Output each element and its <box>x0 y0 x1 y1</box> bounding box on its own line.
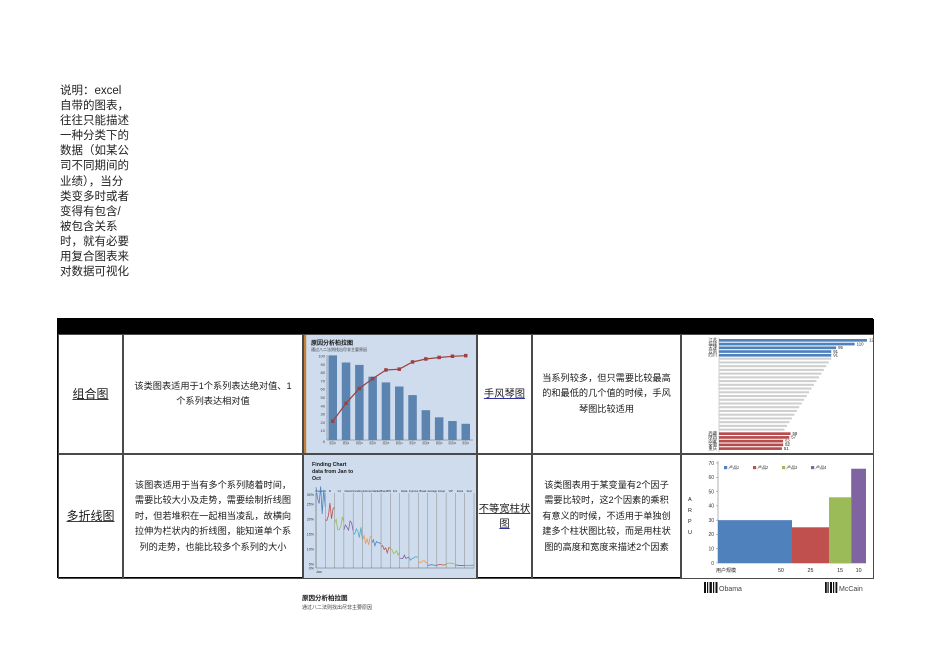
svg-text:120: 120 <box>869 338 874 343</box>
svg-text:原因5: 原因5 <box>383 441 390 445</box>
svg-text:0%: 0% <box>309 567 315 571</box>
svg-text:20%: 20% <box>307 517 315 521</box>
svg-text:Delta: Delta <box>401 489 408 493</box>
svg-text:30: 30 <box>321 412 326 417</box>
svg-text:60: 60 <box>708 475 714 481</box>
svg-text:原因4: 原因4 <box>343 441 350 445</box>
svg-text:原因4: 原因4 <box>396 441 403 445</box>
svg-text:110: 110 <box>857 341 864 346</box>
svg-text:15: 15 <box>837 568 843 574</box>
svg-text:原因3: 原因3 <box>369 441 376 445</box>
svg-text:Jan: Jan <box>316 570 322 574</box>
svg-text:McCain: McCain <box>839 586 863 593</box>
svg-text:P: P <box>688 519 692 525</box>
svg-text:Funding: Funding <box>353 489 363 493</box>
svg-text:10: 10 <box>321 428 326 433</box>
svg-text:51: 51 <box>784 446 789 451</box>
svg-text:30: 30 <box>708 518 714 524</box>
svg-text:BrandPR: BrandPR <box>380 489 391 493</box>
svg-text:40: 40 <box>321 403 326 408</box>
svg-text:data from Jan to: data from Jan to <box>312 469 354 475</box>
svg-text:通过八二法则找出尽非主要原因: 通过八二法则找出尽非主要原因 <box>311 346 367 352</box>
svg-text:70: 70 <box>708 461 714 467</box>
svg-text:10: 10 <box>708 547 714 553</box>
svg-text:B: B <box>329 489 331 493</box>
svg-text:产品2: 产品2 <box>757 465 769 470</box>
svg-text:70: 70 <box>321 378 326 383</box>
svg-text:Improve: Improve <box>409 489 419 493</box>
svg-text:用户规模: 用户规模 <box>716 567 736 574</box>
svg-text:原因11: 原因11 <box>449 441 457 445</box>
svg-text:30%: 30% <box>307 493 315 497</box>
svg-text:Obama: Obama <box>719 586 742 593</box>
svg-text:91: 91 <box>833 353 838 358</box>
svg-text:20: 20 <box>321 420 326 425</box>
svg-text:5%: 5% <box>309 562 315 566</box>
svg-text:VIP: VIP <box>449 489 453 493</box>
svg-text:Internal: Internal <box>363 489 372 493</box>
svg-text:Extra: Extra <box>457 489 464 493</box>
svg-text:原因8: 原因8 <box>423 441 430 445</box>
svg-text:原因9: 原因9 <box>356 441 363 445</box>
svg-text:10: 10 <box>856 568 862 574</box>
svg-text:50: 50 <box>708 489 714 495</box>
svg-text:Break: Break <box>419 489 426 493</box>
svg-text:Group: Group <box>438 489 446 493</box>
svg-text:50: 50 <box>321 395 326 400</box>
svg-text:40: 40 <box>708 504 714 510</box>
svg-text:95: 95 <box>838 345 843 350</box>
svg-text:重庆: 重庆 <box>708 445 717 452</box>
svg-text:原因1: 原因1 <box>329 441 336 445</box>
svg-text:0: 0 <box>711 561 714 567</box>
svg-text:U: U <box>688 530 692 536</box>
svg-text:Market: Market <box>372 489 380 493</box>
svg-text:10%: 10% <box>307 547 315 551</box>
svg-text:50: 50 <box>778 568 784 574</box>
svg-text:80: 80 <box>321 370 326 375</box>
svg-text:原因7: 原因7 <box>409 441 416 445</box>
svg-text:25%: 25% <box>307 502 315 506</box>
svg-text:D.S: D.S <box>393 489 398 493</box>
svg-text:Finding Chart: Finding Chart <box>312 462 347 468</box>
svg-text:R: R <box>688 508 692 514</box>
svg-text:60: 60 <box>321 387 326 392</box>
svg-text:原因分析柏拉图: 原因分析柏拉图 <box>311 339 353 347</box>
svg-text:C1: C1 <box>338 489 342 493</box>
svg-text:90: 90 <box>321 362 326 367</box>
svg-text:产品4: 产品4 <box>815 465 827 470</box>
svg-text:A: A <box>688 497 692 503</box>
svg-text:产品3: 产品3 <box>786 465 798 470</box>
svg-text:15%: 15% <box>307 532 315 536</box>
svg-text:产品1: 产品1 <box>728 465 740 470</box>
svg-text:四川: 四川 <box>708 353 717 358</box>
svg-text:20: 20 <box>708 532 714 538</box>
svg-text:Average: Average <box>427 489 437 493</box>
svg-text:100: 100 <box>318 354 325 359</box>
svg-text:原因6: 原因6 <box>436 441 443 445</box>
svg-text:原因2: 原因2 <box>462 441 469 445</box>
svg-text:25: 25 <box>808 568 814 574</box>
svg-text:57: 57 <box>791 435 796 440</box>
svg-text:Sum: Sum <box>467 489 472 493</box>
svg-text:ClientA: ClientA <box>344 489 353 493</box>
svg-text:Oct: Oct <box>312 476 321 482</box>
